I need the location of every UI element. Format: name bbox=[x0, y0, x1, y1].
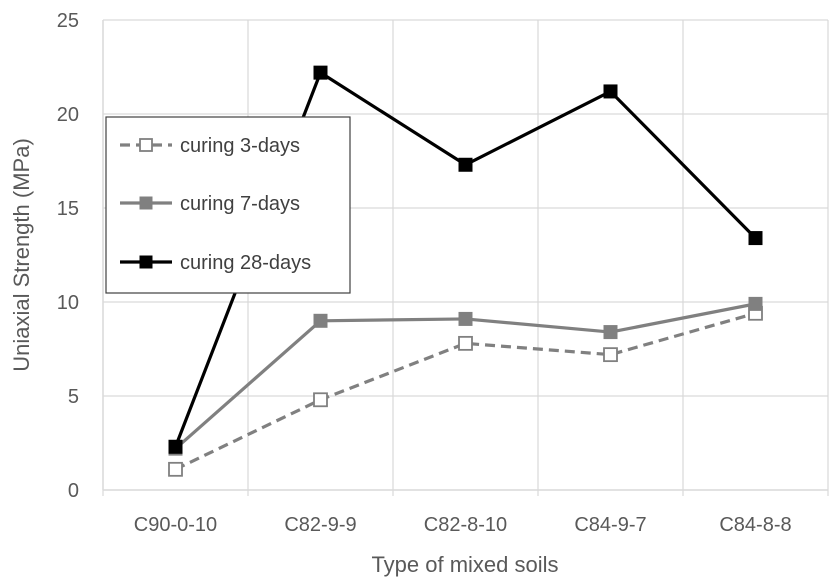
legend-marker bbox=[139, 255, 153, 269]
data-point bbox=[603, 84, 618, 99]
data-point bbox=[458, 311, 473, 326]
legend: curing 3-days curing 7-days curing 28-days bbox=[105, 116, 351, 294]
y-tick-label: 5 bbox=[68, 386, 79, 408]
legend-entry: curing 28-days bbox=[120, 252, 311, 274]
data-point bbox=[458, 157, 473, 172]
y-tick-label: 0 bbox=[68, 480, 79, 502]
data-point bbox=[313, 392, 328, 408]
data-point bbox=[458, 335, 473, 351]
x-tick-label: C84-8-8 bbox=[719, 514, 791, 536]
data-point bbox=[168, 461, 183, 477]
legend-label: curing 28-days bbox=[180, 252, 311, 274]
legend-label: curing 3-days bbox=[180, 135, 300, 157]
x-tick-label: C82-8-10 bbox=[424, 514, 507, 536]
y-tick-labels: 0 5 10 15 20 25 bbox=[57, 10, 79, 502]
y-tick-label: 10 bbox=[57, 292, 79, 314]
x-tick-label: C90-0-10 bbox=[134, 514, 217, 536]
x-tick-label: C84-9-7 bbox=[574, 514, 646, 536]
legend-entry: curing 3-days bbox=[120, 135, 300, 157]
data-point bbox=[748, 296, 763, 311]
data-point bbox=[748, 231, 763, 246]
y-tick-label: 15 bbox=[57, 198, 79, 220]
series-1 bbox=[168, 305, 763, 477]
data-point bbox=[313, 65, 328, 80]
y-tick-label: 25 bbox=[57, 10, 79, 32]
legend-marker bbox=[139, 138, 153, 152]
axes bbox=[102, 20, 828, 491]
series-line bbox=[174, 311, 756, 471]
series-2 bbox=[168, 296, 763, 456]
data-point bbox=[603, 347, 618, 363]
y-axis-title: Uniaxial Strength (MPa) bbox=[9, 138, 34, 372]
data-point bbox=[168, 439, 183, 454]
x-axis-title: Type of mixed soils bbox=[371, 552, 558, 577]
data-point bbox=[603, 325, 618, 340]
legend-label: curing 7-days bbox=[180, 193, 300, 215]
data-point bbox=[313, 313, 328, 328]
legend-marker bbox=[139, 196, 153, 210]
y-tick-label: 20 bbox=[57, 104, 79, 126]
x-tick-label: C82-9-9 bbox=[284, 514, 356, 536]
legend-entry: curing 7-days bbox=[120, 193, 300, 215]
x-tick-labels: C90-0-10 C82-9-9 C82-8-10 C84-9-7 C84-8-8 bbox=[134, 514, 792, 536]
